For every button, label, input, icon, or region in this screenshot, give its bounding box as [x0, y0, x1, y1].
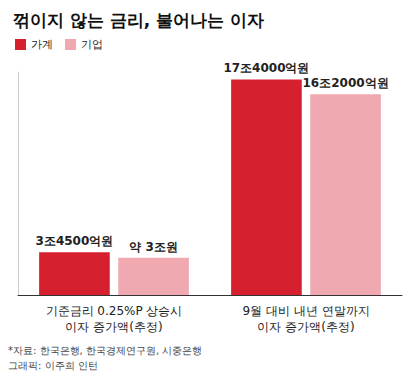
- svg-text:약 3조원: 약 3조원: [129, 240, 178, 254]
- svg-text:꺾이지 않는 금리, 불어나는 이자: 꺾이지 않는 금리, 불어나는 이자: [13, 10, 264, 30]
- svg-text:가계: 가계: [31, 38, 53, 51]
- svg-text:그래픽: 이주희 인턴: 그래픽: 이주희 인턴: [8, 360, 98, 371]
- svg-text:기준금리 0.25%P 상승시: 기준금리 0.25%P 상승시: [46, 304, 183, 318]
- svg-text:이자 증가액(추정): 이자 증가액(추정): [257, 320, 354, 334]
- svg-text:9월 대비 내년 연말까지: 9월 대비 내년 연말까지: [242, 304, 369, 318]
- svg-text:16조2000억원: 16조2000억원: [303, 76, 389, 90]
- svg-text:이자 증가액(추정): 이자 증가액(추정): [65, 320, 162, 334]
- svg-text:17조4000억원: 17조4000억원: [223, 61, 309, 75]
- svg-text:기업: 기업: [81, 38, 103, 51]
- svg-text:3조4500억원: 3조4500억원: [36, 234, 114, 248]
- svg-text:*자료: 한국은행, 한국경제연구원, 시중은행: *자료: 한국은행, 한국경제연구원, 시중은행: [8, 345, 202, 356]
